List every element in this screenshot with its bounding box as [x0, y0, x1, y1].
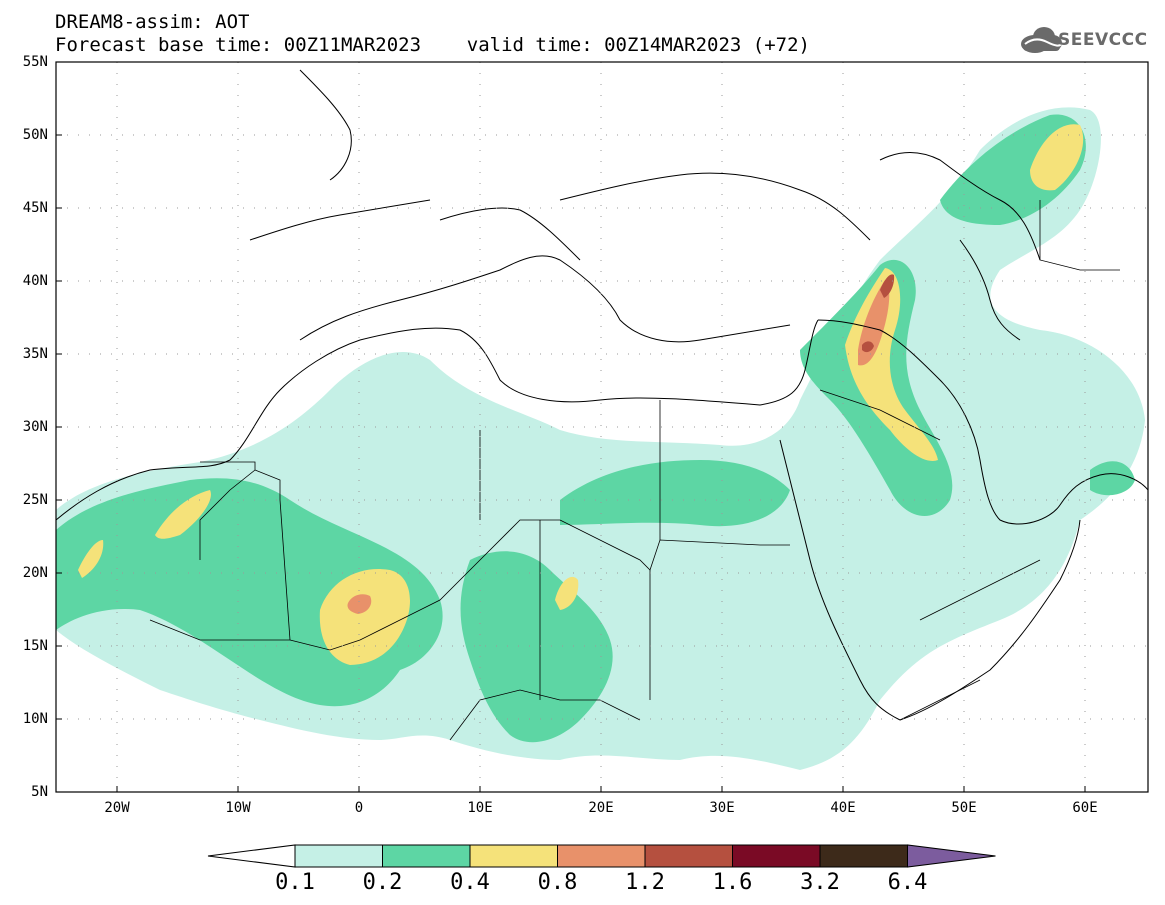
lat-label: 55N	[22, 54, 48, 70]
colorbar-tick-label: 1.6	[712, 870, 753, 895]
lon-label: 0	[354, 800, 364, 816]
lat-label: 40N	[22, 273, 48, 289]
lat-label: 25N	[22, 492, 48, 508]
seevccc-logo	[1021, 27, 1062, 53]
forecast-time-subtitle: Forecast base time: 00Z11MAR2023 valid t…	[55, 34, 810, 56]
lat-label: 5N	[31, 784, 48, 800]
colorbar-tick-label: 0.2	[362, 870, 403, 895]
lon-label: 20W	[104, 800, 130, 816]
chart-title: DREAM8-assim: AOT	[55, 11, 250, 33]
country-borders	[149, 200, 1120, 741]
axis-ticks	[56, 61, 1086, 792]
colorbar-tick-label: 0.8	[537, 870, 578, 895]
lon-label: 10E	[467, 800, 493, 816]
lat-label: 45N	[22, 200, 48, 216]
colorbar-tick-label: 0.4	[450, 870, 490, 895]
lat-label: 50N	[22, 127, 48, 143]
aot-shading	[56, 107, 1145, 771]
lat-label: 30N	[22, 419, 48, 435]
lat-label: 15N	[22, 638, 48, 654]
lat-label: 20N	[22, 565, 48, 581]
colorbar-tick-label: 6.4	[887, 870, 928, 895]
aot-level-1.2	[862, 274, 895, 353]
lat-label: 10N	[22, 711, 48, 727]
coastlines	[55, 69, 1149, 721]
graticule	[56, 62, 1148, 792]
aot-level-0.4	[78, 124, 1084, 666]
lat-label: 35N	[22, 346, 48, 362]
lon-label: 50E	[951, 800, 977, 816]
logo-text: SEEVCCC	[1058, 30, 1148, 50]
colorbar-tick-label: 1.2	[625, 870, 665, 895]
lon-label: 10W	[225, 800, 251, 816]
lon-label: 30E	[709, 800, 735, 816]
lon-label: 20E	[588, 800, 614, 816]
colorbar-tick-label: 0.1	[275, 870, 315, 895]
aot-level-0.2	[56, 114, 1135, 743]
lon-label: 60E	[1072, 800, 1098, 816]
lon-label: 40E	[830, 800, 856, 816]
colorbar-tick-label: 3.2	[800, 870, 840, 895]
